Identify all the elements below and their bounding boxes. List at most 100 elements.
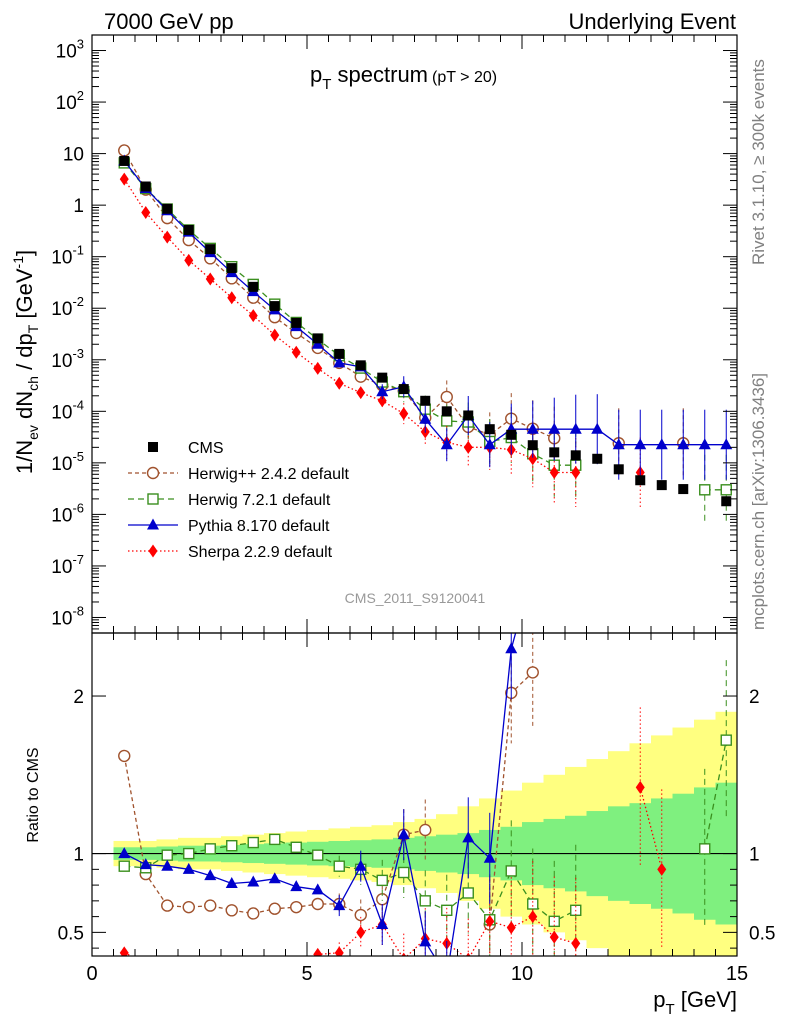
ratio-line-herwig7 — [124, 739, 727, 923]
ratio-point-sherpa — [119, 946, 129, 956]
y-tick-label: 10-8 — [51, 603, 84, 629]
point-pythia — [720, 438, 733, 450]
point-cms — [506, 429, 517, 440]
ratio-point-herwig7 — [226, 840, 238, 852]
svg-text:1/Nev dNch / dpT [GeV-1]: 1/Nev dNch / dpT [GeV-1] — [10, 250, 41, 474]
ratio-point-sherpa — [249, 961, 258, 974]
point-pythia — [526, 422, 539, 434]
ratio-point-pythia — [333, 899, 346, 911]
ratio-point-sherpa — [292, 962, 301, 975]
ratio-point-sherpa — [334, 946, 344, 956]
legend-marker-pythia — [147, 518, 159, 530]
ratio-point-herwig7 — [462, 887, 474, 899]
main-panel: 10-8 10-7 10-6 10-5 10-4 10-3 10-2 10-1 1 10 102 10… — [10, 34, 738, 634]
legend-label-cms: CMS — [188, 440, 224, 457]
point-herwigpp — [440, 390, 453, 404]
point-cms — [183, 224, 194, 235]
point-sherpa — [399, 407, 409, 421]
ratio-point-herwig7 — [312, 849, 324, 861]
ratio-point-sherpa — [465, 952, 471, 956]
y-tick-label: 103 — [56, 37, 84, 63]
ratio-point-herwigpp — [419, 823, 432, 837]
header-left: 7000 GeV pp — [104, 9, 234, 34]
point-pythia — [333, 356, 346, 368]
point-cms — [570, 450, 581, 461]
ratio-point-herwig7 — [118, 860, 130, 872]
point-pythia — [634, 438, 647, 450]
legend-item-sherpa: Sherpa 2.2.9 default — [128, 544, 333, 561]
x-title-rest: [GeV] — [675, 987, 737, 1012]
point-cms — [678, 484, 689, 495]
legend-marker-cms — [148, 442, 158, 452]
point-cms — [441, 406, 452, 417]
point-cms — [613, 464, 624, 475]
x-title-sub: T — [665, 1001, 674, 1018]
point-cms — [592, 453, 603, 464]
point-sherpa — [184, 253, 194, 267]
ratio-point-pythia — [462, 831, 475, 843]
ratio-point-sherpa — [657, 862, 667, 876]
ratio-point-sherpa — [485, 914, 495, 928]
point-cms — [420, 395, 431, 406]
ratio-point-herwig7 — [398, 866, 410, 879]
legend-marker-sherpa — [148, 544, 158, 558]
point-pythia — [677, 438, 690, 450]
title-sub: T — [322, 76, 331, 93]
point-sherpa — [528, 452, 538, 466]
point-pythia — [569, 422, 582, 434]
svg-text:pT spectrum(pT > 20): pT spectrum (pT > 20) — [310, 62, 497, 93]
point-pythia — [655, 438, 668, 450]
ratio-point-herwig7 — [699, 843, 711, 855]
ratio-point-herwig7 — [720, 734, 732, 746]
point-sherpa — [162, 230, 172, 244]
y-tick-label-right: 1 — [749, 845, 760, 866]
point-sherpa — [356, 386, 366, 400]
point-cms — [527, 440, 538, 451]
ratio-point-sherpa — [313, 947, 323, 956]
x-tick-label: 0 — [86, 963, 97, 985]
ratio-point-herwigpp — [290, 900, 303, 914]
point-cms — [721, 496, 732, 507]
y-tick-label: 10-4 — [51, 397, 84, 423]
point-cms — [398, 384, 409, 395]
legend-item-pythia: Pythia 8.170 default — [128, 518, 330, 535]
point-pythia — [376, 385, 389, 397]
point-sherpa — [119, 172, 129, 186]
ratio-point-herwig7 — [290, 841, 302, 853]
x-tick-label: 15 — [726, 963, 748, 985]
point-cms — [269, 301, 280, 312]
legend-item-cms: CMS — [148, 440, 224, 457]
legend-item-herwig7: Herwig 7.2.1 default — [128, 492, 331, 509]
point-sherpa — [141, 205, 151, 219]
ratio-y-title: Ratio to CMS — [25, 747, 42, 842]
title-rest: spectrum — [331, 62, 428, 87]
ratio-point-sherpa — [206, 964, 215, 977]
x-axis-title: pT [GeV] — [653, 987, 737, 1018]
series-cms — [119, 155, 732, 507]
side-label-bottom: mcplots.cern.ch [arXiv:1306.3436] — [749, 373, 768, 630]
point-cms — [656, 480, 667, 491]
point-pythia — [483, 438, 496, 450]
ratio-point-pythia — [139, 858, 152, 870]
point-sherpa — [549, 465, 559, 479]
side-label-top: Rivet 3.1.10, ≥ 300k events — [749, 59, 768, 265]
y-tick-label: 10-5 — [51, 449, 84, 475]
point-sherpa — [313, 361, 323, 375]
point-sherpa — [248, 309, 258, 323]
x-tick-label: 5 — [301, 963, 312, 985]
ratio-point-sherpa — [506, 921, 516, 935]
ratio-point-herwig7 — [333, 860, 345, 872]
ratio-point-herwigpp — [354, 908, 367, 922]
ratio-point-pythia — [268, 872, 281, 884]
ratio-point-sherpa — [401, 952, 407, 956]
point-cms — [635, 475, 646, 486]
ratio-point-herwigpp — [268, 902, 281, 915]
ratio-point-herwig7 — [505, 865, 517, 877]
ratio-point-herwig7 — [376, 874, 388, 887]
y-tick-label: 10-3 — [51, 346, 84, 372]
ratio-point-pythia — [225, 877, 238, 889]
header-right: Underlying Event — [568, 9, 736, 34]
ratio-series-pythia — [118, 633, 518, 956]
y-tick-label: 1 — [73, 196, 84, 217]
ratio-point-pythia — [311, 883, 324, 895]
